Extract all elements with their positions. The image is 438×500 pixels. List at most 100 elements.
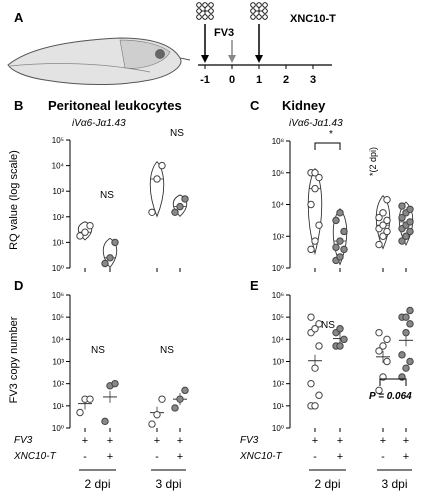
data-point [332, 216, 340, 225]
data-point [398, 213, 406, 222]
significance-bracket [379, 378, 407, 386]
y-tick-label: 10⁶ [52, 291, 64, 300]
significance-label: NS [160, 345, 174, 356]
data-point [101, 417, 109, 426]
chart-panel-b: 10⁰ 10¹ 10² 10³ 10⁴ 10⁵ NS NS [52, 128, 189, 273]
data-point [81, 228, 89, 236]
y-tick-label: 10⁴ [272, 201, 285, 210]
data-point [336, 237, 344, 245]
panel-d-ylabel: FV3 copy number [8, 316, 20, 403]
day-label: 2 dpi [84, 477, 110, 491]
xnc10t-sign: - [381, 451, 385, 463]
data-point [148, 420, 156, 428]
data-point [307, 200, 315, 209]
data-point [383, 357, 391, 366]
fv3-row-label: FV3 [240, 435, 259, 446]
chart-panel-e: 10⁰ 10¹ 10² 10³ 10⁴ 10⁵ 10⁶ NS P = 0.064 [272, 291, 414, 433]
xnc10t-row-label: XNC10-T [13, 451, 57, 462]
xnc10t-sign: + [177, 451, 183, 463]
y-tick-label: 10² [52, 213, 64, 222]
y-tick-label: 10⁵ [52, 313, 64, 322]
data-point [379, 209, 387, 217]
data-point [402, 364, 410, 372]
y-tick-label: 10⁵ [272, 313, 284, 322]
xnc10t-sign: - [155, 451, 159, 463]
y-tick-label: 10⁰ [52, 424, 64, 433]
fv3-sign: + [380, 435, 386, 447]
timeline [198, 24, 332, 69]
data-point [406, 320, 414, 328]
data-point [86, 395, 94, 403]
y-tick-label: 10⁰ [52, 264, 64, 273]
data-point [111, 379, 119, 388]
data-point [315, 391, 323, 399]
significance-label: NS [170, 128, 184, 139]
y-tick-label: 10⁸ [272, 137, 284, 146]
panel-c-side-note: *(2 dpi) [368, 147, 378, 176]
data-point [148, 208, 156, 216]
xnc10t-row-label: XNC10-T [239, 451, 283, 462]
significance-label: NS [91, 345, 105, 356]
data-point [336, 342, 344, 350]
data-point [76, 408, 84, 417]
significance-label: NS [100, 190, 114, 201]
y-tick-label: 10⁰ [272, 424, 284, 433]
y-tick-label: 10⁴ [52, 335, 65, 344]
data-point [375, 213, 383, 222]
y-tick-label: 10⁵ [52, 136, 64, 145]
data-point [307, 379, 315, 388]
data-point [379, 232, 387, 240]
data-point [86, 221, 94, 230]
fv3-sign: + [177, 435, 183, 447]
chart-panel-c: 10⁰ 10² 10⁴ 10⁶ 10⁸ * [272, 129, 414, 273]
day-label: 2 dpi [314, 477, 340, 491]
panel-letter-c: C [250, 98, 260, 113]
panel-letter-b: B [14, 98, 23, 113]
fv3-sign: + [337, 435, 343, 447]
panel-letter-d: D [14, 278, 23, 293]
panel-letter-e: E [250, 278, 259, 293]
fv3-row-label: FV3 [14, 435, 33, 446]
tadpole-illustration [7, 37, 191, 85]
data-point [307, 245, 315, 254]
data-point [153, 175, 161, 183]
data-point [402, 232, 410, 240]
panel-c-subtitle: iVα6-Jα1.43 [289, 118, 343, 129]
panel-b-title: Peritoneal leukocytes [48, 98, 182, 113]
injection-icon [250, 2, 268, 20]
fv3-sign: + [312, 435, 318, 447]
timeline-tick-label: 1 [256, 74, 262, 86]
xnc10t-sign: + [403, 451, 409, 463]
data-point [311, 237, 319, 245]
y-tick-label: 10⁰ [272, 264, 284, 273]
data-point [340, 335, 348, 344]
y-tick-label: 10³ [52, 358, 64, 367]
y-tick-label: 10¹ [52, 402, 64, 411]
data-point [158, 395, 166, 403]
data-point [311, 325, 319, 333]
day-label: 3 dpi [155, 477, 181, 491]
data-point [383, 196, 391, 204]
violin [375, 195, 391, 250]
xnc10t-sign: - [83, 451, 87, 463]
data-point [176, 395, 184, 403]
day-label: 3 dpi [381, 477, 407, 491]
data-point [336, 253, 344, 261]
data-point [311, 364, 319, 372]
fv3-sign: + [403, 435, 409, 447]
data-point [406, 218, 414, 226]
y-tick-label: 10² [272, 380, 284, 389]
data-point [153, 410, 161, 419]
data-point [181, 386, 189, 395]
data-point [398, 202, 406, 210]
xnc10t-label: XNC10-T [290, 13, 336, 25]
y-tick-label: 10² [272, 232, 284, 241]
data-point [332, 243, 340, 252]
y-tick-label: 10² [52, 380, 64, 389]
data-point [111, 238, 119, 247]
significance-label: P = 0.064 [369, 391, 412, 402]
data-point [315, 221, 323, 229]
data-point [398, 351, 406, 359]
data-point [406, 205, 414, 213]
